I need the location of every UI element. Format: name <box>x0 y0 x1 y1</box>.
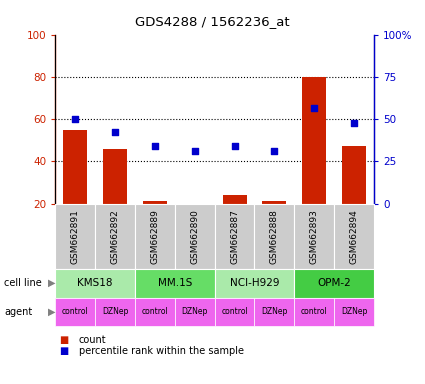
Point <box>72 116 79 122</box>
Point <box>271 148 278 154</box>
Text: OPM-2: OPM-2 <box>317 278 351 288</box>
Bar <box>63 130 87 204</box>
Text: control: control <box>301 308 328 316</box>
Point <box>231 144 238 150</box>
Bar <box>143 201 167 204</box>
Text: percentile rank within the sample: percentile rank within the sample <box>79 346 244 356</box>
Text: GSM662890: GSM662890 <box>190 209 199 263</box>
Text: DZNep: DZNep <box>341 308 367 316</box>
Bar <box>103 149 127 204</box>
Point <box>351 120 357 126</box>
Point <box>191 148 198 154</box>
Text: control: control <box>221 308 248 316</box>
Text: GSM662892: GSM662892 <box>110 209 119 263</box>
Text: ▶: ▶ <box>48 307 55 317</box>
Text: GSM662887: GSM662887 <box>230 209 239 263</box>
Text: MM.1S: MM.1S <box>158 278 192 288</box>
Text: DZNep: DZNep <box>261 308 288 316</box>
Text: ■: ■ <box>60 335 69 345</box>
Text: GSM662888: GSM662888 <box>270 209 279 263</box>
Point <box>112 129 119 135</box>
Bar <box>342 146 366 204</box>
Text: ■: ■ <box>60 346 69 356</box>
Text: ▶: ▶ <box>48 278 55 288</box>
Text: KMS18: KMS18 <box>77 278 113 288</box>
Text: control: control <box>62 308 88 316</box>
Bar <box>302 77 326 204</box>
Text: NCI-H929: NCI-H929 <box>230 278 279 288</box>
Text: GSM662889: GSM662889 <box>150 209 159 263</box>
Point <box>311 106 317 112</box>
Bar <box>262 201 286 204</box>
Bar <box>223 195 246 204</box>
Text: GDS4288 / 1562236_at: GDS4288 / 1562236_at <box>135 15 290 28</box>
Text: control: control <box>142 308 168 316</box>
Text: GSM662894: GSM662894 <box>350 209 359 263</box>
Text: agent: agent <box>4 307 32 317</box>
Point <box>151 144 158 150</box>
Text: DZNep: DZNep <box>102 308 128 316</box>
Text: cell line: cell line <box>4 278 42 288</box>
Text: DZNep: DZNep <box>181 308 208 316</box>
Text: GSM662891: GSM662891 <box>71 209 79 263</box>
Text: count: count <box>79 335 106 345</box>
Text: GSM662893: GSM662893 <box>310 209 319 263</box>
